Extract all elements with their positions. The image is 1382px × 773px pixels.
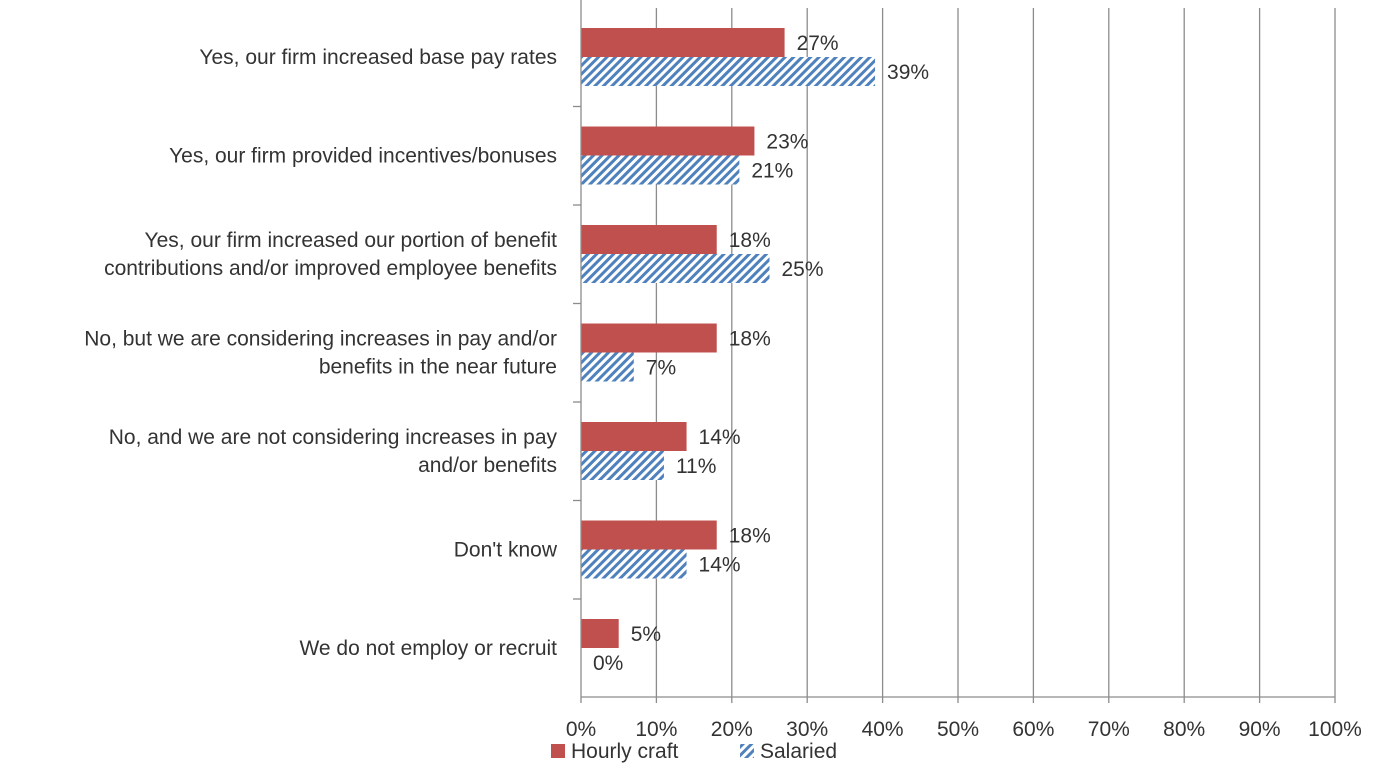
bar-hourly-craft <box>581 520 717 550</box>
x-tick-label: 30% <box>786 718 828 741</box>
data-label: 23% <box>766 131 808 154</box>
category-label: contributions and/or improved employee b… <box>104 257 557 280</box>
x-tick-label: 50% <box>937 718 979 741</box>
bar-salaried <box>581 549 687 579</box>
bar-salaried <box>581 254 770 283</box>
bar-salaried <box>581 352 634 382</box>
bar-hourly-craft <box>581 28 785 57</box>
data-label: 18% <box>729 328 771 351</box>
data-label: 25% <box>782 258 824 281</box>
labels: 0% 10% 20% 30% 40% 50% 60% 70% 80% 90% 100% Yes, ou… <box>84 32 1362 741</box>
bar-hourly-craft <box>581 126 755 156</box>
legend-swatch <box>551 744 565 758</box>
bar-hourly-craft <box>581 323 717 353</box>
bar-hourly-craft <box>581 422 687 451</box>
legend-swatch <box>740 744 754 758</box>
category-label: We do not employ or recruit <box>299 637 557 660</box>
bars <box>581 28 876 648</box>
x-tick-label: 20% <box>711 718 753 741</box>
category-label: Yes, our firm increased base pay rates <box>199 46 557 69</box>
gridlines <box>655 8 1336 697</box>
x-tick-label: 70% <box>1088 718 1130 741</box>
axes <box>573 0 1336 703</box>
x-tick-label: 40% <box>862 718 904 741</box>
data-label: 14% <box>699 554 741 577</box>
category-label: No, but we are considering increases in … <box>84 328 557 351</box>
data-label: 5% <box>631 623 661 646</box>
category-label: Don't know <box>454 539 558 562</box>
data-label: 21% <box>751 160 793 183</box>
bar-salaried <box>581 155 740 185</box>
x-tick-label: 10% <box>635 718 677 741</box>
data-label: 18% <box>729 229 771 252</box>
data-label: 27% <box>797 32 839 55</box>
category-label: Yes, our firm provided incentives/bonuse… <box>169 145 557 168</box>
x-tick-label: 0% <box>566 718 596 741</box>
x-tick-label: 90% <box>1239 718 1281 741</box>
data-label: 14% <box>699 426 741 449</box>
category-label: Yes, our firm increased our portion of b… <box>145 229 558 252</box>
data-label: 0% <box>593 652 623 675</box>
legend: Hourly craft Salaried <box>551 740 837 763</box>
bar-salaried <box>581 57 876 86</box>
x-tick-label: 80% <box>1163 718 1205 741</box>
x-tick-label: 60% <box>1012 718 1054 741</box>
category-label: and/or benefits <box>418 454 557 477</box>
legend-label: Salaried <box>760 740 837 763</box>
category-label: benefits in the near future <box>319 356 557 379</box>
category-label: No, and we are not considering increases… <box>109 426 558 449</box>
bar-salaried <box>581 451 664 480</box>
bar-hourly-craft <box>581 619 619 648</box>
x-tick-label: 100% <box>1308 718 1362 741</box>
data-label: 18% <box>729 525 771 548</box>
bar-hourly-craft <box>581 225 717 254</box>
data-label: 11% <box>676 455 716 478</box>
data-label: 7% <box>646 357 676 380</box>
data-label: 39% <box>887 61 929 84</box>
legend-label: Hourly craft <box>571 740 679 763</box>
